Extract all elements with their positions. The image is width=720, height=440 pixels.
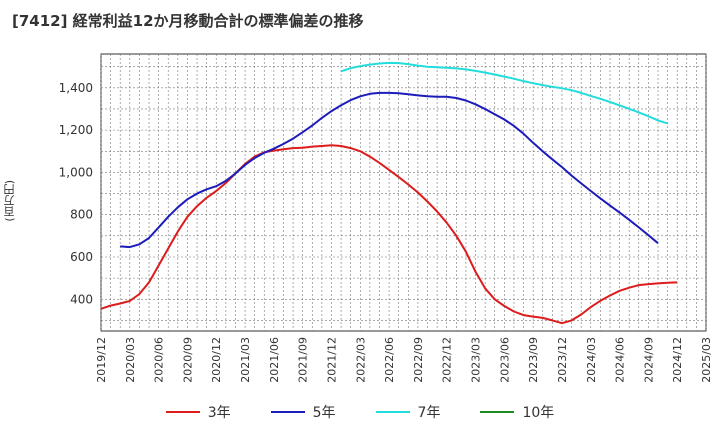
x-tick-label: 2024/12 [671,337,684,383]
x-tick-label: 2024/09 [642,337,655,383]
x-tick-label: 2022/06 [383,337,396,383]
legend-swatch [270,411,305,413]
x-tick-label: 2022/03 [354,337,367,383]
x-tick-label: 2021/12 [325,337,338,383]
y-tick-label: 800 [70,208,93,222]
chart-title: [7412] 経常利益12か月移動合計の標準偏差の推移 [12,12,364,30]
legend-item: 10年 [480,402,554,422]
legend: 3年 5年 7年 10年 [0,402,720,422]
legend-label: 3年 [207,405,231,421]
legend-item: 3年 [165,402,231,422]
x-tick-label: 2023/09 [527,337,540,383]
x-tick-label: 2022/09 [412,337,425,383]
x-tick-label: 2020/06 [153,337,166,383]
x-tick-label: 2024/06 [614,337,627,383]
series-line-5年 [120,91,659,249]
series-line-7年 [340,61,668,125]
legend-item: 5年 [270,402,336,422]
x-tick-label: 2023/12 [556,337,569,383]
x-tick-label: 2020/09 [181,337,194,383]
y-tick-label: 600 [70,250,93,264]
x-tick-label: 2020/03 [124,337,137,383]
legend-label: 10年 [522,405,555,421]
legend-item: 7年 [375,402,441,422]
x-tick-label: 2023/06 [498,337,511,383]
x-tick-label: 2021/09 [297,337,310,383]
y-tick-label: 400 [70,292,93,306]
legend-label: 5年 [312,405,336,421]
legend-swatch [165,411,200,413]
series-line-3年 [100,144,678,325]
y-tick-label: 1,200 [59,123,93,137]
y-tick-label: 1,000 [59,165,93,179]
x-tick-label: 2021/06 [268,337,281,383]
x-tick-label: 2023/03 [470,337,483,383]
legend-swatch [375,411,410,413]
x-tick-label: 2019/12 [95,337,108,383]
plot-area [100,53,707,332]
x-tick-label: 2020/12 [210,337,223,383]
y-tick-label: 1,400 [59,81,93,95]
x-tick-label: 2022/12 [441,337,454,383]
x-tick-label: 2025/03 [700,337,713,383]
x-tick-label: 2024/03 [585,337,598,383]
x-tick-label: 2021/03 [239,337,252,383]
legend-label: 7年 [417,405,441,421]
legend-swatch [480,411,515,413]
